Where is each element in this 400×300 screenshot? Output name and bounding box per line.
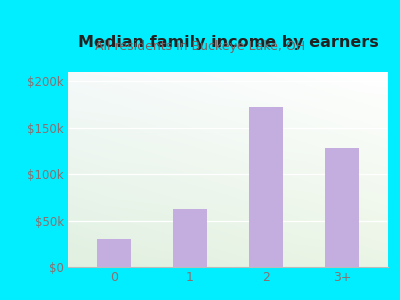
Text: All residents in Buckeye Lake, OH: All residents in Buckeye Lake, OH	[95, 40, 305, 53]
Bar	[173, 209, 207, 267]
Bar	[96, 239, 131, 267]
Bar	[249, 107, 283, 267]
Title: Median family income by earners: Median family income by earners	[78, 35, 378, 50]
Bar	[325, 148, 360, 267]
